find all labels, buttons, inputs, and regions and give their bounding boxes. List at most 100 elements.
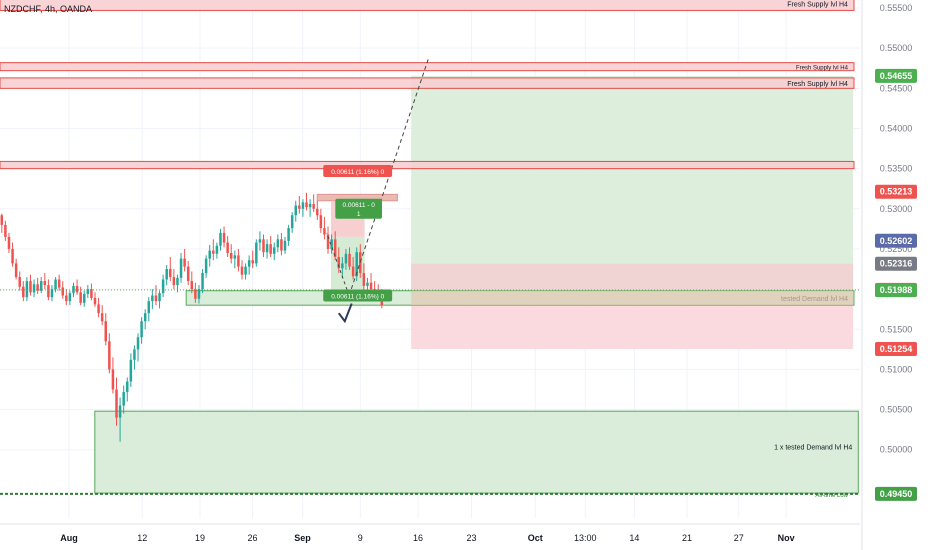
candle-body [298, 205, 301, 209]
candle-body [208, 250, 211, 259]
candle-body [179, 258, 183, 278]
demand-zone [94, 410, 859, 494]
candle-body [169, 269, 172, 278]
price-label: 0.52316 [880, 259, 913, 269]
candle-body [43, 281, 47, 286]
candle-body [197, 289, 201, 299]
candle-body [79, 292, 82, 303]
y-tick-label: 0.50500 [880, 405, 913, 415]
y-tick-label: 0.53500 [880, 164, 913, 174]
candle-body [233, 255, 237, 259]
y-tick-label: 0.54000 [880, 123, 913, 133]
candle-body [61, 287, 64, 296]
candle-body [140, 321, 143, 338]
measure-label: 0.00611 - 0 [342, 202, 375, 209]
candle-body [301, 202, 305, 209]
candle-body [326, 234, 330, 249]
candle-body [54, 279, 57, 290]
x-tick-label: 23 [467, 533, 477, 543]
y-tick-label: 0.53000 [880, 204, 913, 214]
candle-body [272, 247, 276, 254]
candle-body [280, 239, 283, 251]
price-label: 0.51254 [880, 344, 913, 354]
candle-body [290, 215, 294, 229]
candle-body [136, 337, 140, 350]
measure-box [331, 236, 365, 291]
candle-body [237, 255, 240, 267]
supply-zone [0, 62, 855, 72]
price-label-bg [875, 283, 917, 298]
x-tick-label: 14 [629, 533, 639, 543]
candle-body [75, 285, 79, 293]
candle-body [36, 284, 39, 291]
candle-body [229, 252, 233, 259]
x-tick-label: 19 [195, 533, 205, 543]
candle-body [251, 260, 254, 264]
candle-body [72, 285, 75, 294]
candle-body [333, 239, 337, 257]
candle-body [244, 266, 247, 275]
candle-body [194, 289, 197, 299]
x-tick-label: 26 [248, 533, 258, 543]
candle-body [204, 258, 208, 274]
zone-label: Fresh Supply lvl H4 [787, 2, 848, 9]
candle-body [348, 253, 351, 267]
zone-label: Fresh Supply lvl H4 [787, 81, 848, 88]
candle-body [165, 269, 168, 280]
candle-body [25, 281, 29, 298]
price-label-bg [875, 233, 917, 248]
candle-body [316, 208, 319, 216]
candle-body [359, 252, 362, 274]
candle-body [118, 405, 122, 418]
candle-body [337, 256, 341, 269]
x-tick-label: Nov [778, 533, 795, 543]
y-tick-label: 0.55500 [880, 3, 913, 13]
candle-body [355, 252, 358, 277]
x-tick-label: Aug [60, 533, 78, 543]
candle-body [111, 369, 115, 390]
candle-body [312, 203, 315, 209]
candle-body [201, 273, 204, 290]
candle-body [126, 381, 129, 392]
measure-label: 0.00611 (1.16%) 0 [331, 294, 384, 301]
supply-zone [0, 0, 855, 11]
candle-body [93, 297, 97, 305]
price-label-bg [875, 342, 917, 357]
candle-body [269, 244, 272, 254]
candle-body [14, 263, 18, 278]
candle-body [366, 282, 369, 286]
candle-body [172, 277, 176, 286]
price-label-bg [875, 486, 917, 501]
candle-body [369, 282, 373, 290]
candle-body [161, 279, 165, 294]
candle-body [133, 349, 136, 360]
price-label: 0.53213 [880, 187, 913, 197]
candle-body [247, 260, 251, 267]
stop-zone-upper [411, 263, 854, 290]
x-tick-label: 12 [137, 533, 147, 543]
supply-zone [0, 77, 855, 89]
x-tick-label: Oct [528, 533, 543, 543]
projection-line [326, 232, 350, 296]
candle-body [154, 295, 158, 302]
candle-body [258, 239, 262, 243]
check-icon [337, 303, 353, 324]
candle-body [129, 359, 133, 382]
y-tick-label: 0.50000 [880, 445, 913, 455]
candle-body [22, 286, 25, 298]
candle-body [0, 215, 4, 225]
measure-label: 0.00611 (1.16%) 0 [331, 169, 384, 176]
candle-body [294, 205, 298, 216]
candle-body [143, 313, 147, 322]
overlap-zone [411, 290, 854, 306]
y-tick-label: 0.52500 [880, 244, 913, 254]
measure-label-bg [335, 198, 383, 219]
candle-body [351, 266, 355, 277]
candle-body [86, 289, 90, 294]
candle-body [18, 277, 21, 287]
candle-body [176, 277, 179, 286]
candle-body [344, 253, 348, 264]
price-label-bg [875, 256, 917, 271]
measure-label-bg [323, 289, 393, 302]
